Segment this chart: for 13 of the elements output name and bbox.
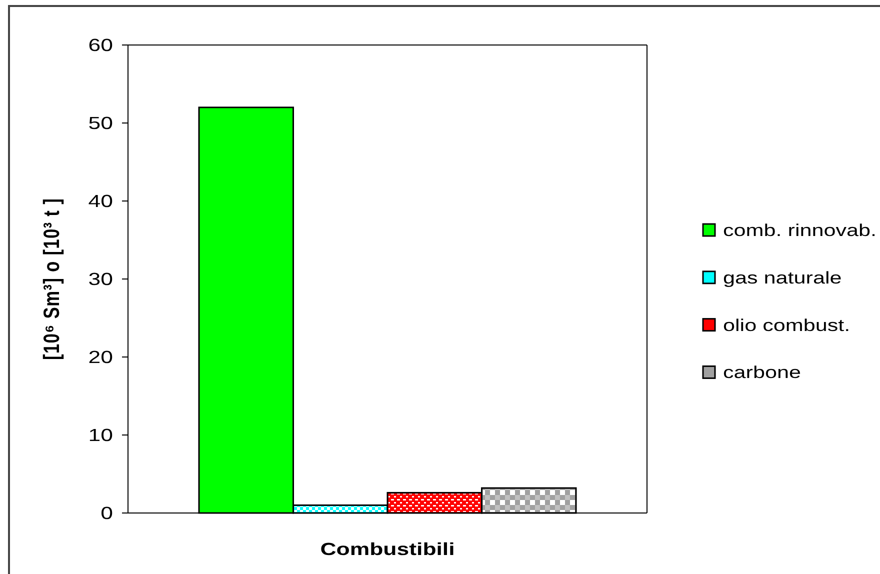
y-tick-label: 20 [88,348,113,368]
legend-label: comb. rinnovab. [723,221,877,240]
legend-label: carbone [723,363,801,383]
y-tick-label: 0 [100,504,113,524]
y-tick-label: 10 [88,426,113,446]
legend-label: gas naturale [723,268,842,288]
y-tick-label: 60 [88,36,113,56]
x-axis-title: Combustibili [320,540,455,560]
y-tick-label: 40 [88,192,113,212]
y-tick-label: 30 [88,270,113,290]
y-tick-label: 50 [88,114,113,134]
legend-label: olio combust. [723,316,850,336]
y-axis-title: [10⁶ Sm³] o [10³ t ] [40,198,64,360]
